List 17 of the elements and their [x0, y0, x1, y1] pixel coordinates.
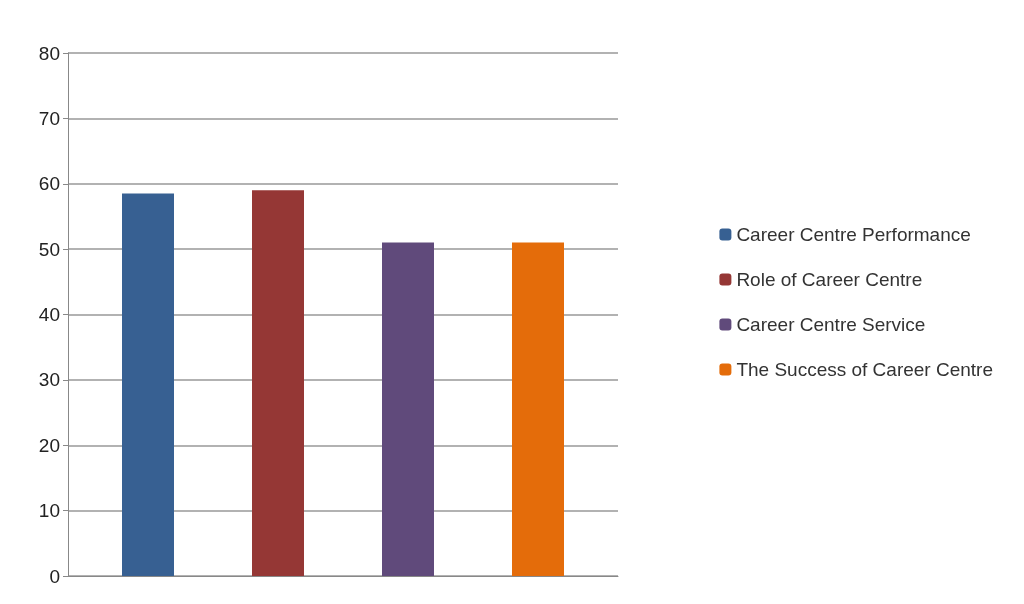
- bar: [252, 190, 304, 576]
- y-tick-label: 0: [49, 565, 60, 587]
- y-tick-label: 10: [38, 500, 60, 522]
- bar: [122, 193, 174, 576]
- legend-label: Role of Career Centre: [736, 269, 923, 290]
- y-tick-label: 80: [38, 42, 60, 64]
- bar: [512, 242, 564, 576]
- y-tick-label: 20: [38, 434, 60, 456]
- bar: [382, 242, 434, 576]
- y-tick-label: 50: [38, 238, 60, 260]
- y-tick-label: 30: [38, 369, 60, 391]
- y-tick-label: 60: [38, 173, 60, 195]
- y-tick-label: 40: [38, 304, 60, 325]
- legend-label: Career Centre Performance: [736, 224, 971, 245]
- y-tick-label: 70: [38, 107, 60, 129]
- legend-label: Career Centre Service: [736, 314, 926, 335]
- legend-label: The Success of Career Centre: [736, 359, 994, 380]
